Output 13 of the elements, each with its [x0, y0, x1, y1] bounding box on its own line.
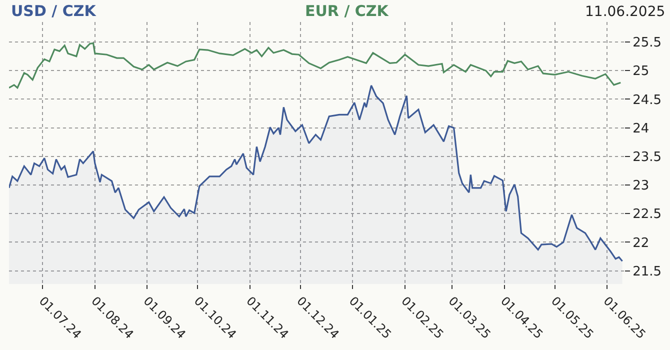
text: USD / CZK: [11, 2, 98, 20]
y-tick-label: 24: [632, 121, 650, 136]
y-tick-label: 23: [632, 178, 650, 194]
y-tick-label: 25: [632, 64, 650, 80]
text: 11.06.2025: [585, 4, 666, 20]
text: EUR / CZK: [305, 2, 390, 20]
y-tick-label: 25.5: [632, 36, 662, 51]
line-series: [9, 42, 622, 89]
y-tick-label: 22: [632, 236, 650, 251]
y-tick-label: 24.5: [632, 92, 662, 108]
y-tick-label: 23.5: [632, 150, 662, 165]
y-tick-label: 22.5: [632, 207, 662, 222]
y-tick-label: 21.5: [632, 264, 662, 280]
